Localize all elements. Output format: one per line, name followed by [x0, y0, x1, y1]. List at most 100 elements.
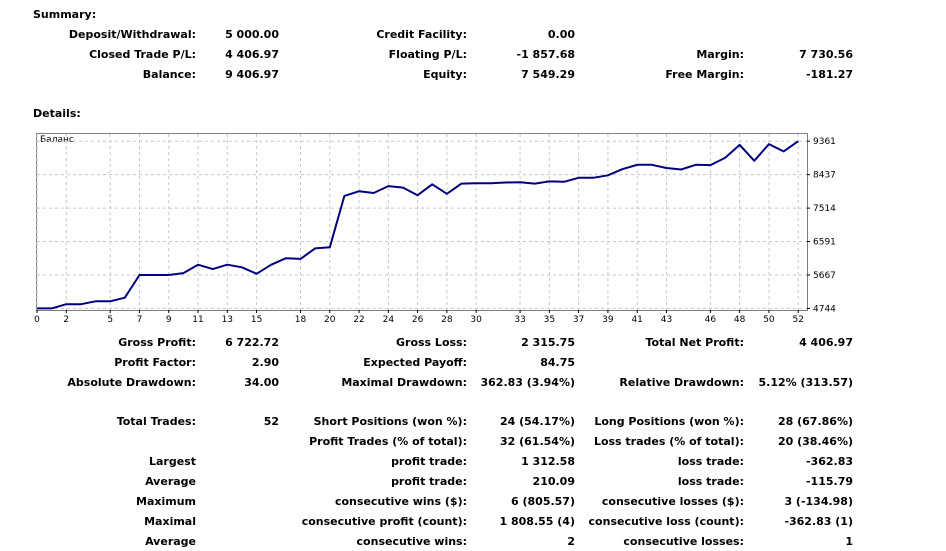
trades-label: Average	[145, 535, 196, 548]
summary-label: Floating P/L:	[388, 48, 467, 61]
trades-label: Average	[145, 475, 196, 488]
summary-title: Summary:	[33, 8, 97, 21]
x-tick-label: 28	[441, 315, 453, 325]
summary-value: 9 406.97	[225, 68, 279, 81]
summary-label: Deposit/Withdrawal:	[68, 28, 196, 41]
summary-value: -181.27	[805, 68, 853, 81]
y-tick-label: 7514	[813, 204, 836, 214]
x-tick-label: 9	[166, 315, 172, 325]
x-tick-label: 20	[324, 315, 336, 325]
x-tick-label: 50	[763, 315, 775, 325]
trades-value: 20 (38.46%)	[777, 435, 853, 448]
y-tick-label: 4744	[813, 304, 836, 314]
trades-label: Largest	[149, 455, 196, 468]
summary-value: 0.00	[547, 28, 575, 41]
x-tick-label: 33	[514, 315, 525, 325]
y-tick-label: 8437	[813, 171, 836, 181]
trades-value: 28 (67.86%)	[777, 415, 853, 428]
trades-label: Loss trades (% of total):	[593, 435, 744, 448]
summary-label: Free Margin:	[665, 68, 744, 81]
summary-label: Balance:	[142, 68, 196, 81]
trades-label: consecutive profit (count):	[301, 515, 467, 528]
summary-label: Credit Facility:	[376, 28, 467, 41]
trades-label: Total Trades:	[116, 415, 196, 428]
trades-label: Long Positions (won %):	[594, 415, 744, 428]
details-value: 6 722.72	[225, 336, 279, 349]
details-label: Gross Profit:	[118, 336, 196, 349]
x-tick-label: 15	[251, 315, 262, 325]
x-tick-label: 2	[63, 315, 69, 325]
trades-label: Profit Trades (% of total):	[309, 435, 467, 448]
trades-value: 1 808.55 (4)	[499, 515, 575, 528]
x-tick-label: 24	[383, 315, 395, 325]
trades-value: 210.09	[532, 475, 575, 488]
details-value: 362.83 (3.94%)	[480, 376, 576, 389]
trades-value: -362.83 (1)	[784, 515, 853, 528]
trades-value: 3 (-134.98)	[784, 495, 853, 508]
summary-value: 5 000.00	[225, 28, 279, 41]
details-title: Details:	[33, 107, 81, 120]
trades-value: -115.79	[805, 475, 853, 488]
summary-value: -1 857.68	[516, 48, 576, 61]
x-tick-label: 43	[661, 315, 672, 325]
trades-label: consecutive loss (count):	[588, 515, 744, 528]
x-tick-label: 41	[631, 315, 642, 325]
y-tick-label: 6591	[813, 238, 836, 248]
summary-label: Margin:	[696, 48, 744, 61]
trades-label: consecutive losses ($):	[601, 495, 744, 508]
trades-value: 1 312.58	[521, 455, 575, 468]
summary-label: Closed Trade P/L:	[89, 48, 196, 61]
trades-label: Maximum	[136, 495, 196, 508]
balance-chart	[36, 133, 808, 311]
x-tick-label: 39	[602, 315, 614, 325]
trades-value: 32 (61.54%)	[499, 435, 575, 448]
details-value: 4 406.97	[799, 336, 853, 349]
x-tick-label: 30	[470, 315, 482, 325]
trades-value: -362.83	[805, 455, 853, 468]
x-tick-label: 11	[192, 315, 203, 325]
trades-label: profit trade:	[391, 455, 467, 468]
summary-value: 7 730.56	[799, 48, 853, 61]
trades-value: 52	[263, 415, 279, 428]
trades-label: Maximal	[144, 515, 196, 528]
summary-label: Equity:	[423, 68, 467, 81]
details-label: Relative Drawdown:	[619, 376, 744, 389]
x-tick-label: 22	[353, 315, 364, 325]
x-tick-label: 48	[734, 315, 746, 325]
trades-label: consecutive wins ($):	[334, 495, 467, 508]
y-tick-label: 9361	[813, 137, 836, 147]
details-value: 84.75	[540, 356, 575, 369]
balance-series-line	[37, 140, 799, 310]
details-value: 2 315.75	[521, 336, 575, 349]
details-value: 34.00	[244, 376, 279, 389]
summary-value: 7 549.29	[521, 68, 575, 81]
x-tick-label: 0	[34, 315, 40, 325]
trades-value: 6 (805.57)	[511, 495, 575, 508]
x-tick-label: 13	[222, 315, 233, 325]
trades-value: 24 (54.17%)	[499, 415, 575, 428]
details-label: Gross Loss:	[396, 336, 467, 349]
x-tick-label: 37	[573, 315, 584, 325]
x-tick-label: 52	[792, 315, 803, 325]
details-value: 2.90	[251, 356, 279, 369]
trades-label: profit trade:	[391, 475, 467, 488]
x-tick-label: 18	[295, 315, 307, 325]
x-tick-label: 7	[137, 315, 143, 325]
trades-label: consecutive losses:	[623, 535, 744, 548]
details-label: Profit Factor:	[114, 356, 196, 369]
x-tick-label: 26	[412, 315, 424, 325]
chart-title: Баланс	[40, 135, 74, 145]
details-label: Absolute Drawdown:	[67, 376, 196, 389]
trades-label: loss trade:	[677, 475, 744, 488]
details-label: Total Net Profit:	[645, 336, 745, 349]
x-tick-label: 46	[705, 315, 717, 325]
summary-value: 4 406.97	[225, 48, 279, 61]
x-tick-label: 35	[544, 315, 555, 325]
x-tick-label: 5	[107, 315, 113, 325]
trades-label: consecutive wins:	[356, 535, 467, 548]
trades-label: Short Positions (won %):	[313, 415, 467, 428]
trades-value: 1	[845, 535, 853, 548]
trades-label: loss trade:	[677, 455, 744, 468]
details-label: Expected Payoff:	[363, 356, 467, 369]
y-tick-label: 5667	[813, 271, 836, 281]
